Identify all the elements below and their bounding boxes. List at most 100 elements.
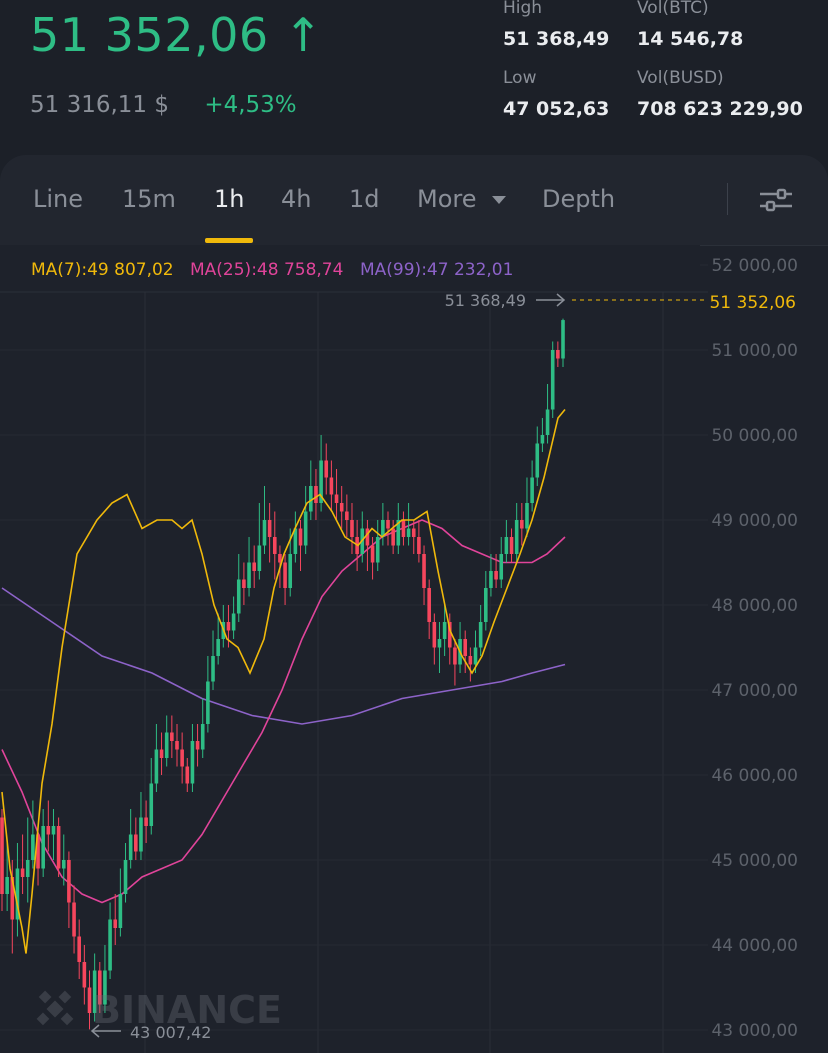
ma25-line	[1, 519, 566, 904]
candle-body	[97, 970, 102, 1005]
candle-body	[25, 860, 30, 877]
candle-body	[139, 817, 143, 852]
candle-body	[103, 970, 107, 1005]
candle-body	[247, 562, 251, 588]
candle-body	[272, 537, 277, 554]
candle-body	[180, 749, 184, 767]
caret-down-icon	[492, 196, 507, 204]
candle-body	[118, 894, 123, 928]
low-label: Low	[503, 68, 537, 88]
low-value: 47 052,63	[503, 98, 610, 120]
tab-15m[interactable]: 15m	[122, 185, 176, 213]
candle-body	[309, 486, 313, 512]
high-label: High	[503, 0, 543, 18]
ma25-legend: MA(25):48 758,74	[190, 260, 343, 280]
candle-body	[67, 860, 71, 903]
candle-body	[257, 545, 262, 571]
last-price-value: 51 352,06	[30, 8, 269, 62]
candle-body	[386, 520, 390, 529]
chart-grid	[0, 264, 708, 1053]
candle-body	[525, 503, 529, 529]
tab-depth[interactable]: Depth	[542, 185, 616, 213]
y-tick-label: 43 000,00	[711, 1021, 798, 1041]
price-subrow: 51 316,11 $ +4,53%	[30, 92, 297, 118]
high-marker-label: 51 368,49	[445, 291, 526, 310]
candle-body	[303, 511, 308, 546]
candle-body	[175, 741, 179, 750]
tab-1d[interactable]: 1d	[349, 185, 380, 213]
tab-more[interactable]: More	[417, 185, 507, 213]
candle-body	[375, 537, 380, 563]
candle-body	[468, 656, 473, 665]
candle-body	[164, 732, 169, 758]
candle-body	[463, 639, 468, 656]
candle-body	[401, 520, 406, 537]
candle-body	[293, 528, 298, 554]
candle-body	[350, 520, 354, 537]
candle-body	[504, 537, 509, 554]
candle-body	[5, 877, 9, 894]
binance-logo-icon	[36, 990, 74, 1026]
candle-body	[242, 579, 246, 588]
candlestick-chart[interactable]: 52 000,00 51 000,00 50 000,00 49 000,00 48 0…	[0, 245, 828, 1053]
candle-body	[51, 826, 56, 835]
y-tick-label: 46 000,00	[711, 766, 798, 786]
candle-body	[278, 554, 282, 563]
ticker-header: 51 352,06 ↑ 51 316,11 $ +4,53% High 51 3…	[0, 0, 828, 155]
high-value: 51 368,49	[503, 28, 610, 50]
candle-body	[108, 919, 112, 971]
candle-body	[422, 554, 426, 588]
candle-body	[0, 817, 4, 894]
candle-body	[149, 783, 154, 826]
candle-body	[540, 435, 545, 444]
candle-body	[550, 350, 555, 410]
usd-price: 51 316,11 $	[30, 92, 169, 118]
y-tick-label: 49 000,00	[711, 511, 798, 531]
tab-more-label: More	[417, 185, 477, 213]
ma99-layer	[1, 587, 566, 725]
candle-body	[365, 528, 370, 546]
vol-quote-label: Vol(BUSD)	[637, 68, 724, 88]
candle-body	[123, 860, 128, 894]
candle-body	[288, 554, 293, 588]
candle-body	[134, 834, 138, 852]
candle-body	[113, 919, 118, 928]
ma25-layer	[1, 519, 566, 904]
candle-body	[46, 826, 51, 835]
candle-body	[252, 562, 256, 571]
tab-line[interactable]: Line	[33, 185, 84, 213]
candle-body	[144, 817, 148, 826]
candle-body	[427, 588, 431, 622]
candle-body	[406, 528, 411, 537]
candle-body	[195, 741, 200, 750]
candle-body	[432, 622, 437, 648]
vol-quote-value: 708 623 229,90	[637, 98, 803, 120]
candle-body	[36, 834, 40, 869]
candle-body	[267, 520, 272, 537]
candle-body	[556, 350, 560, 359]
tab-4h[interactable]: 4h	[281, 185, 312, 213]
candle-body	[509, 537, 514, 554]
sliders-icon[interactable]	[756, 185, 796, 215]
candle-body	[31, 834, 35, 860]
candle-body	[170, 732, 174, 741]
high-marker-arrow-icon	[536, 293, 566, 307]
current-price-label: 51 352,06	[709, 293, 796, 313]
candle-body	[381, 520, 385, 537]
up-arrow-icon: ↑	[283, 8, 323, 62]
candle-body	[236, 579, 241, 614]
candle-body	[483, 588, 488, 622]
active-tab-indicator	[205, 238, 253, 243]
tab-1h[interactable]: 1h	[214, 185, 245, 213]
candle-body	[216, 639, 220, 656]
candle-body	[396, 520, 401, 546]
candle-body	[545, 409, 550, 435]
candle-body	[339, 503, 344, 512]
candle-body	[128, 834, 133, 860]
candle-body	[489, 571, 493, 588]
candles-layer	[0, 318, 565, 1030]
candle-body	[77, 936, 82, 962]
candle-body	[61, 860, 66, 869]
candle-body	[226, 622, 231, 631]
last-price: 51 352,06 ↑	[30, 8, 323, 62]
